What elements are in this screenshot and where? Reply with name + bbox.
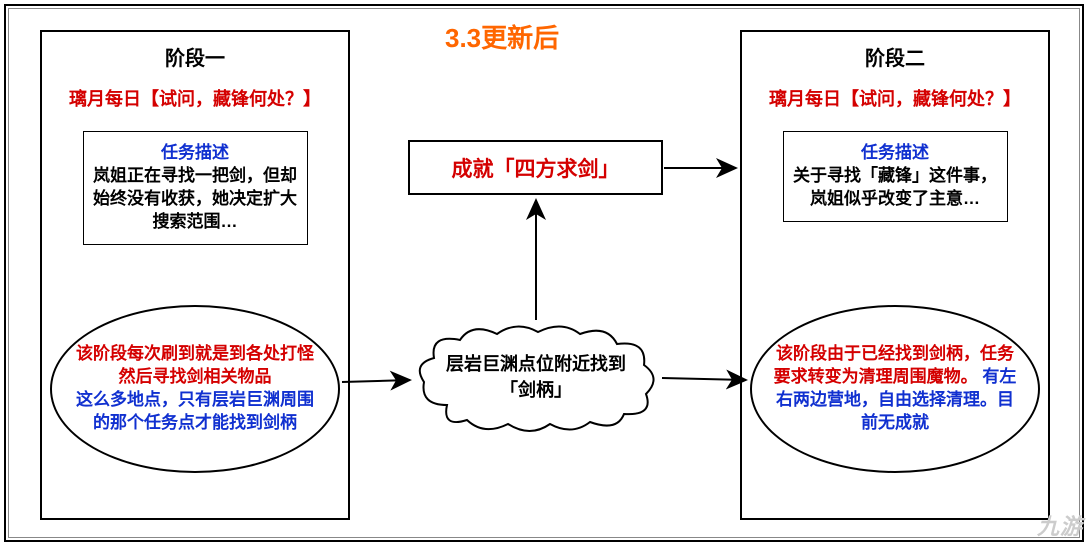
stage2-desc-box: 任务描述 关于寻找「藏锋」这件事，岚姐似乎改变了主意… [783,131,1008,222]
stage1-subtitle: 璃月每日【试问，藏锋何处？】 [42,85,348,111]
stage2-desc-body: 关于寻找「藏锋」这件事，岚姐似乎改变了主意… [792,165,999,211]
stage1-desc-box: 任务描述 岚姐正在寻找一把剑，但却始终没有收获，她决定扩大搜索范围… [83,131,308,245]
cloud-text: 层岩巨渊点位附近找到「剑柄」 [412,352,660,402]
stage2-subtitle: 璃月每日【试问，藏锋何处？】 [742,85,1048,111]
cloud-node: 层岩巨渊点位附近找到「剑柄」 [412,320,660,435]
watermark: 九游 [1037,509,1083,541]
stage1-title: 阶段一 [42,42,348,71]
stage1-desc-title: 任务描述 [92,142,299,165]
stage1-ellipse-blue: 这么多地点，只有层岩巨渊周围的那个任务点才能找到剑柄 [76,390,314,432]
achievement-box: 成就「四方求剑」 [408,140,663,195]
stage1-ellipse: 该阶段每次刷到就是到各处打怪然后寻找剑相关物品 这么多地点，只有层岩巨渊周围的那… [50,305,340,473]
stage1-ellipse-red: 该阶段每次刷到就是到各处打怪然后寻找剑相关物品 [76,344,314,386]
stage2-desc-title: 任务描述 [792,142,999,165]
stage2-ellipse: 该阶段由于已经找到剑柄，任务要求转变为清理周围魔物。 有左右两边营地，自由选择清… [750,305,1040,473]
stage2-ellipse-red: 该阶段由于已经找到剑柄，任务要求转变为清理周围魔物。 [774,344,1014,386]
stage2-title: 阶段二 [742,42,1048,71]
stage1-desc-body: 岚姐正在寻找一把剑，但却始终没有收获，她决定扩大搜索范围… [92,165,299,234]
main-title: 3.3更新后 [445,18,559,55]
